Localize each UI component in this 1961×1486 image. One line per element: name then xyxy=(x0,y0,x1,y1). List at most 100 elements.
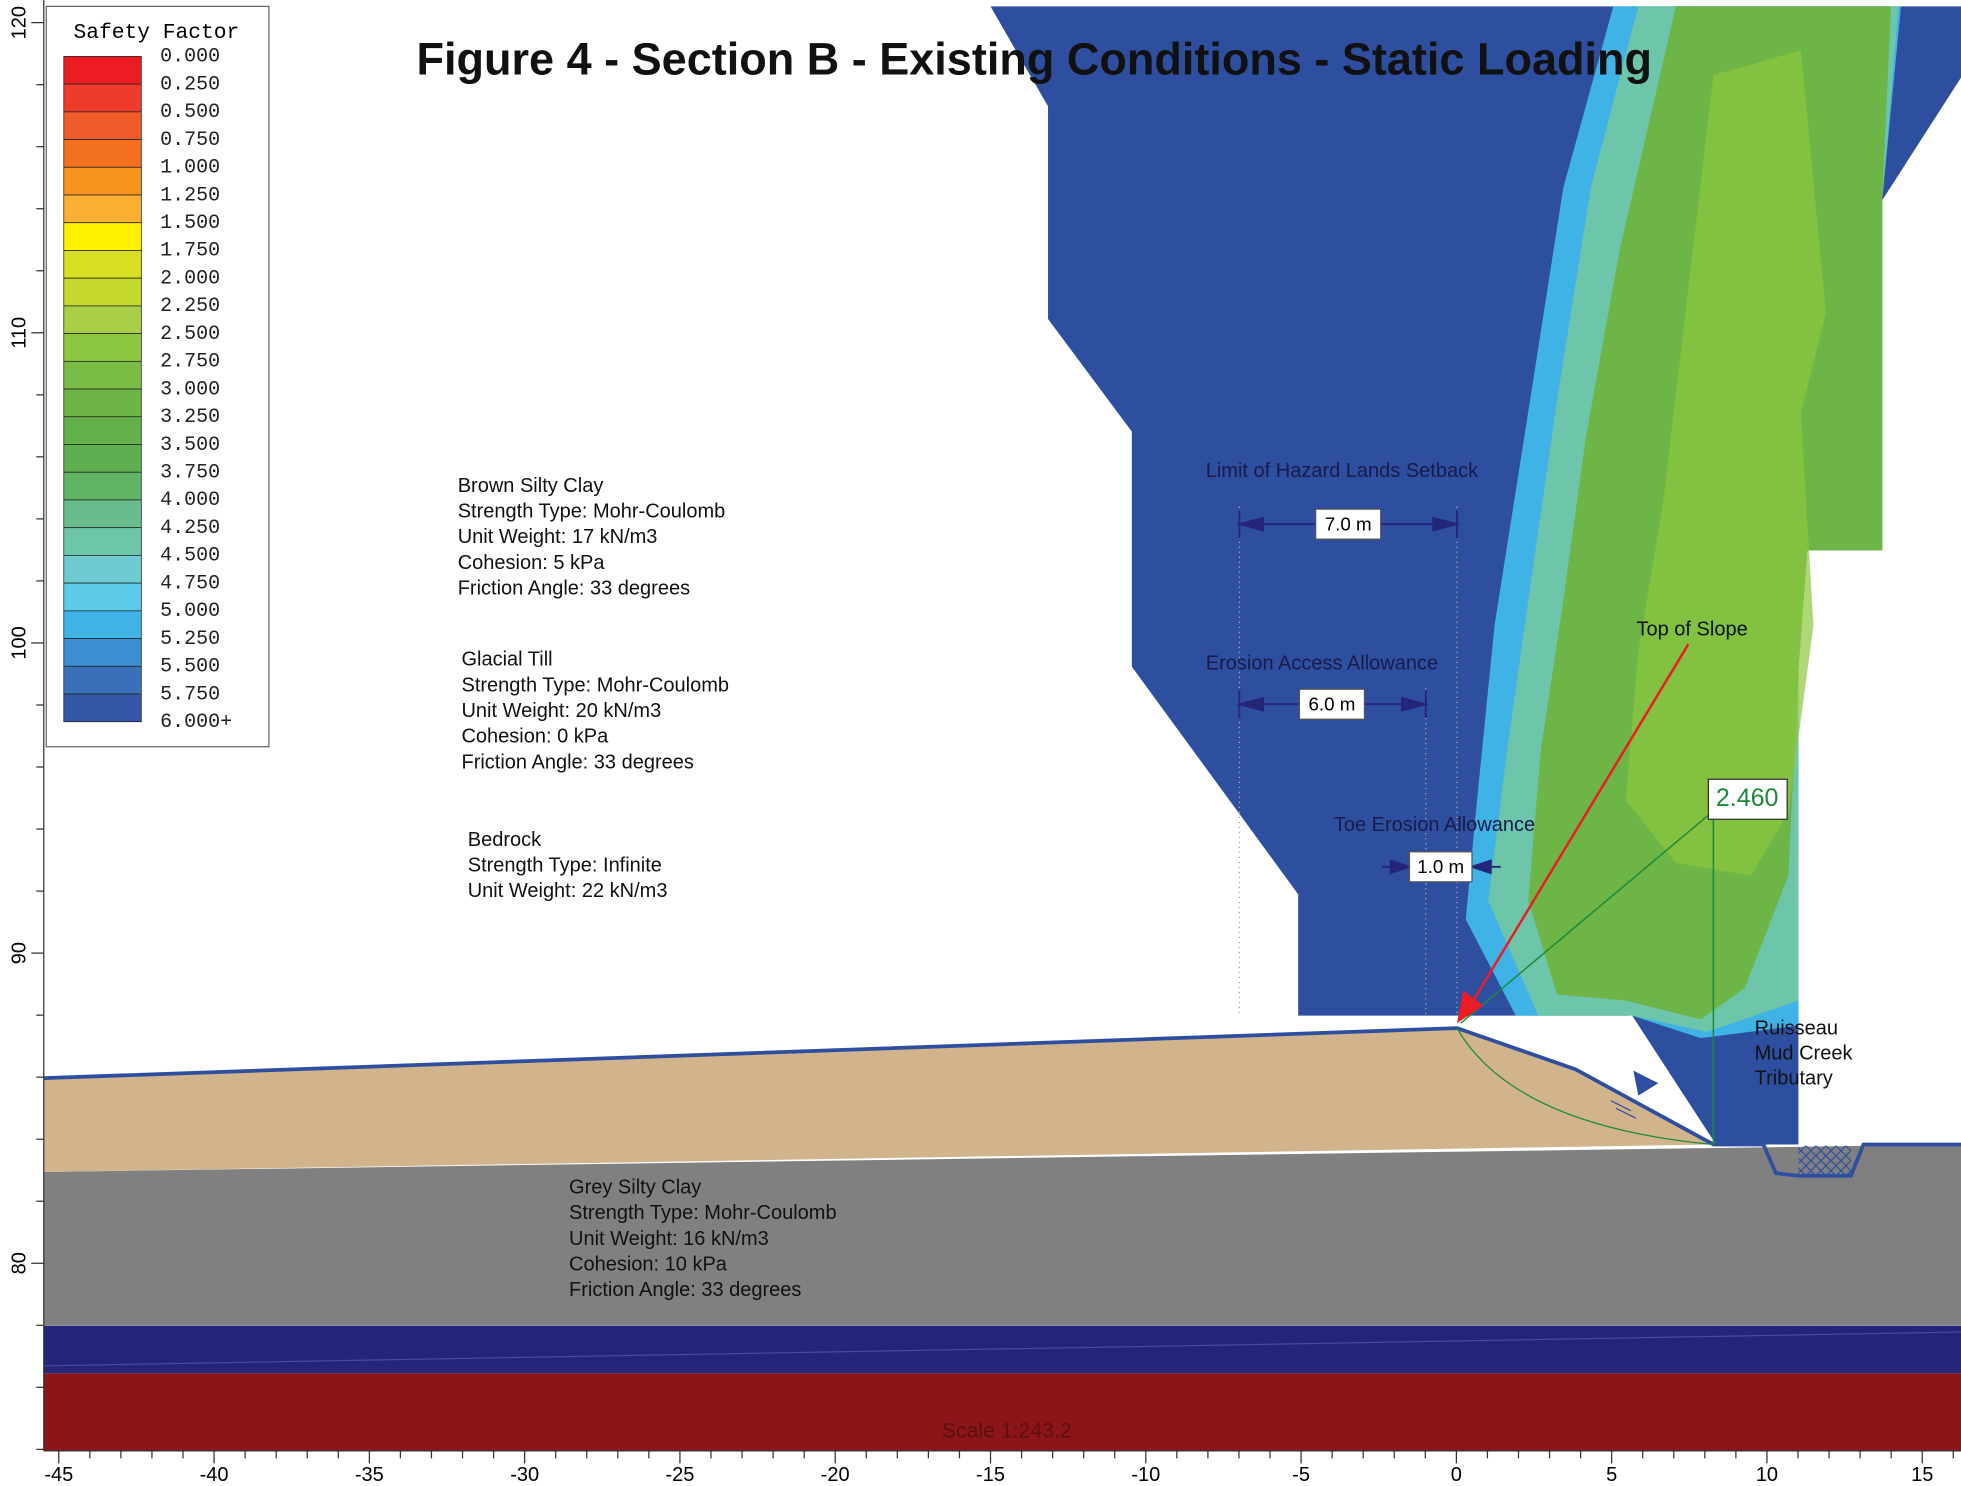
annotation: Toe Erosion Allowance xyxy=(1334,814,1535,836)
x-tick-label: -40 xyxy=(200,1464,229,1486)
material-property: Friction Angle: 33 degrees xyxy=(458,577,690,599)
ground-surface xyxy=(43,1026,1961,1178)
x-tick-label: -35 xyxy=(355,1464,384,1486)
y-tick-label: 80 xyxy=(8,1252,30,1274)
material-property: Friction Angle: 33 degrees xyxy=(461,751,693,773)
material-property: Strength Type: Mohr-Coulomb xyxy=(569,1202,837,1224)
dimension-arrows xyxy=(1235,510,1501,875)
material-name: Grey Silty Clay xyxy=(569,1177,701,1199)
legend-label: 2.750 xyxy=(160,351,220,374)
material-name: Brown Silty Clay xyxy=(458,475,604,497)
legend-label: 4.750 xyxy=(160,572,220,595)
legend-label: 5.500 xyxy=(160,656,220,679)
legend-label: 2.500 xyxy=(160,323,220,346)
dimension-box xyxy=(1315,508,1382,540)
legend-swatch xyxy=(63,471,142,501)
legend-label: 1.500 xyxy=(160,212,220,235)
x-tick-label: -30 xyxy=(510,1464,539,1486)
x-tick-label: 10 xyxy=(1756,1464,1778,1486)
legend-label: 0.250 xyxy=(160,73,220,96)
bedrock-layer xyxy=(43,1373,1961,1451)
x-tick-label: -20 xyxy=(821,1464,850,1486)
safety-factor-box xyxy=(1707,778,1788,820)
material-name: Glacial Till xyxy=(461,649,552,671)
legend-swatch xyxy=(63,499,142,529)
legend-swatch xyxy=(63,111,142,140)
material-property: Unit Weight: 17 kN/m3 xyxy=(458,526,658,548)
legend-swatch xyxy=(63,139,142,168)
legend-title: Safety Factor xyxy=(73,21,239,45)
legend-swatch xyxy=(63,444,142,473)
creek-bed xyxy=(1798,1145,1851,1176)
contour-light-green xyxy=(1625,50,1826,876)
title: Figure 4 - Section B - Existing Conditio… xyxy=(417,34,1652,85)
legend-label: 4.250 xyxy=(160,517,220,540)
legend-label: 5.750 xyxy=(160,683,220,706)
dimension-box xyxy=(1408,851,1473,883)
legend-swatch xyxy=(63,166,142,196)
legend-swatch xyxy=(63,582,142,612)
x-tick-label: 0 xyxy=(1451,1464,1462,1486)
material-name: Bedrock xyxy=(468,829,542,851)
dimension-box xyxy=(1298,688,1366,720)
legend-swatch xyxy=(63,527,142,556)
legend-swatch xyxy=(63,555,142,584)
legend-swatch xyxy=(63,416,142,445)
material-property: Strength Type: Mohr-Coulomb xyxy=(461,674,729,696)
annotation: Top of Slope xyxy=(1637,619,1748,641)
legend-swatch xyxy=(63,638,142,667)
material-property: Unit Weight: 16 kN/m3 xyxy=(569,1228,769,1250)
legend-swatch xyxy=(63,194,142,224)
x-tick-label: -10 xyxy=(1131,1464,1160,1486)
layer-line xyxy=(43,1331,1961,1367)
legend-label: 3.250 xyxy=(160,406,220,429)
legend-label: 2.000 xyxy=(160,267,220,290)
x-tick-label: -45 xyxy=(44,1464,73,1486)
scale-label: Scale 1:243.2 xyxy=(942,1419,1072,1443)
x-tick-label: -25 xyxy=(665,1464,694,1486)
legend-swatch xyxy=(63,250,142,279)
creek-label: Ruisseau xyxy=(1755,1018,1838,1040)
legend-label: 4.000 xyxy=(160,489,220,512)
material-property: Cohesion: 5 kPa xyxy=(458,552,606,574)
top-of-slope-leader xyxy=(1472,643,1690,1002)
material-property: Cohesion: 10 kPa xyxy=(569,1253,728,1275)
legend-swatch xyxy=(63,83,142,113)
legend-label: 3.500 xyxy=(160,434,220,457)
y-tick-label: 120 xyxy=(8,6,30,39)
material-property: Strength Type: Infinite xyxy=(468,854,662,876)
dimension-label: 1.0 m xyxy=(1417,856,1464,877)
legend-label: 5.000 xyxy=(160,600,220,623)
legend-label: 0.750 xyxy=(160,129,220,152)
legend-swatch xyxy=(63,222,142,251)
legend-label: 0.000 xyxy=(160,46,220,69)
y-tick-label: 90 xyxy=(8,942,30,964)
legend-swatch xyxy=(63,388,142,418)
legend-label: 6.000+ xyxy=(160,711,232,734)
legend-swatch xyxy=(63,333,142,362)
legend-swatch xyxy=(63,665,142,695)
arrow-head xyxy=(1456,990,1484,1024)
legend-label: 1.750 xyxy=(160,240,220,263)
radius-line xyxy=(1460,812,1712,1024)
y-tick-label: 100 xyxy=(8,626,30,659)
legend-swatch xyxy=(63,693,142,723)
material-property: Unit Weight: 22 kN/m3 xyxy=(468,880,668,902)
legend-label: 2.250 xyxy=(160,295,220,318)
legend-label: 1.000 xyxy=(160,157,220,180)
y-tick-label: 110 xyxy=(8,317,30,349)
x-tick-label: 5 xyxy=(1606,1464,1617,1486)
x-tick-label: 15 xyxy=(1911,1464,1933,1486)
legend-label: 4.500 xyxy=(160,545,220,568)
legend-swatch xyxy=(63,360,142,390)
annotation: Limit of Hazard Lands Setback xyxy=(1206,460,1479,482)
material-property: Cohesion: 0 kPa xyxy=(461,726,609,748)
legend-swatch xyxy=(63,277,142,307)
legend-label: 5.250 xyxy=(160,628,220,651)
material-property: Friction Angle: 33 degrees xyxy=(569,1279,801,1301)
dimension-label: 7.0 m xyxy=(1325,513,1372,534)
material-property: Unit Weight: 20 kN/m3 xyxy=(461,700,661,722)
creek-label: Mud Creek xyxy=(1755,1043,1854,1065)
